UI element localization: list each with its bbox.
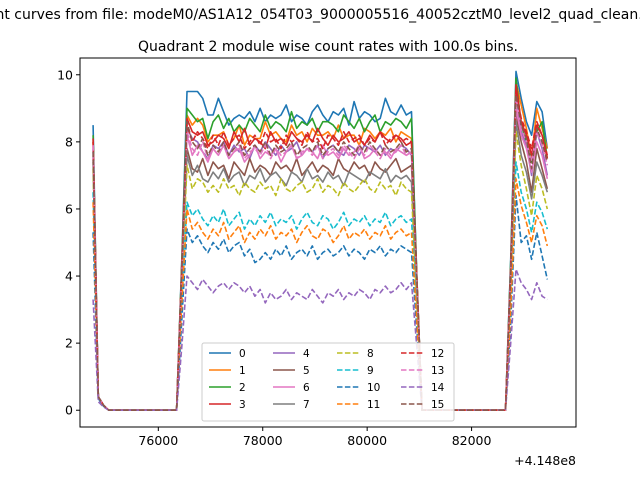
y-axis: 0 2 4 6 8 10 (57, 67, 80, 418)
legend-label-12: 12 (431, 348, 444, 360)
legend-label-3: 3 (239, 399, 246, 411)
legend-label-5: 5 (303, 365, 310, 377)
y-tick-label: 6 (65, 201, 73, 216)
y-tick-label: 10 (57, 67, 73, 82)
legend-label-13: 13 (431, 365, 444, 377)
legend-label-8: 8 (367, 348, 374, 360)
legend-label-14: 14 (431, 382, 445, 394)
legend-label-10: 10 (367, 382, 380, 394)
suptitle: Light curves from file: modeM0/AS1A12_05… (0, 7, 640, 23)
x-tick-label: 78000 (243, 433, 283, 448)
legend-label-1: 1 (239, 365, 246, 377)
y-tick-label: 2 (65, 336, 73, 351)
x-tick-label: 82000 (452, 433, 492, 448)
legend-label-6: 6 (303, 382, 310, 394)
y-tick-label: 0 (65, 403, 73, 418)
plot-area (92, 70, 549, 412)
legend-label-7: 7 (303, 399, 310, 411)
x-offset-label: +4.148e8 (514, 453, 576, 468)
x-axis: 76000 78000 80000 82000 (138, 427, 492, 448)
y-tick-label: 8 (65, 134, 73, 149)
legend-label-4: 4 (303, 348, 310, 360)
series-line-15 (92, 94, 549, 412)
legend-label-11: 11 (367, 399, 380, 411)
axes-frame (79, 57, 577, 428)
legend-box (201, 342, 455, 422)
x-tick-label: 80000 (347, 433, 387, 448)
legend-label-15: 15 (431, 399, 444, 411)
legend-label-2: 2 (239, 382, 246, 394)
legend-label-0: 0 (239, 348, 246, 360)
legend-label-9: 9 (367, 365, 374, 377)
x-tick-label: 76000 (138, 433, 178, 448)
y-tick-label: 4 (65, 269, 73, 284)
chart-title: Quadrant 2 module wise count rates with … (138, 39, 518, 55)
